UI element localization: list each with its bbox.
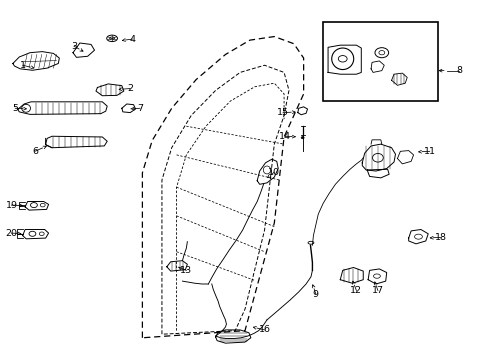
Text: 10: 10 (269, 168, 280, 177)
Text: 11: 11 (424, 147, 436, 156)
Text: 13: 13 (180, 266, 193, 275)
Ellipse shape (308, 241, 314, 244)
Ellipse shape (22, 104, 30, 112)
Ellipse shape (338, 55, 347, 62)
Ellipse shape (332, 48, 354, 69)
Ellipse shape (415, 234, 422, 239)
Text: 9: 9 (313, 289, 319, 298)
Ellipse shape (110, 37, 115, 40)
Text: 19: 19 (5, 201, 18, 210)
Ellipse shape (372, 153, 383, 162)
Ellipse shape (29, 231, 36, 236)
Ellipse shape (375, 48, 389, 58)
Text: 6: 6 (32, 147, 38, 156)
Text: 3: 3 (71, 42, 77, 51)
Ellipse shape (373, 274, 380, 278)
Ellipse shape (30, 203, 37, 208)
Text: 4: 4 (130, 35, 136, 44)
Text: 5: 5 (12, 104, 18, 113)
Text: 18: 18 (435, 233, 446, 242)
Text: 17: 17 (372, 286, 384, 295)
Text: 16: 16 (259, 325, 270, 334)
Ellipse shape (301, 136, 304, 139)
Bar (323, 22, 438, 101)
Ellipse shape (107, 35, 118, 41)
Ellipse shape (39, 232, 44, 235)
Text: 15: 15 (277, 108, 289, 117)
Text: 2: 2 (127, 84, 133, 93)
Text: 14: 14 (279, 132, 291, 141)
Text: 8: 8 (456, 66, 462, 75)
Text: 7: 7 (137, 104, 143, 113)
Text: 1: 1 (20, 61, 25, 70)
Ellipse shape (40, 203, 45, 207)
Text: 20: 20 (5, 229, 18, 238)
Ellipse shape (263, 166, 270, 174)
Ellipse shape (379, 50, 385, 55)
Text: 12: 12 (350, 286, 363, 295)
